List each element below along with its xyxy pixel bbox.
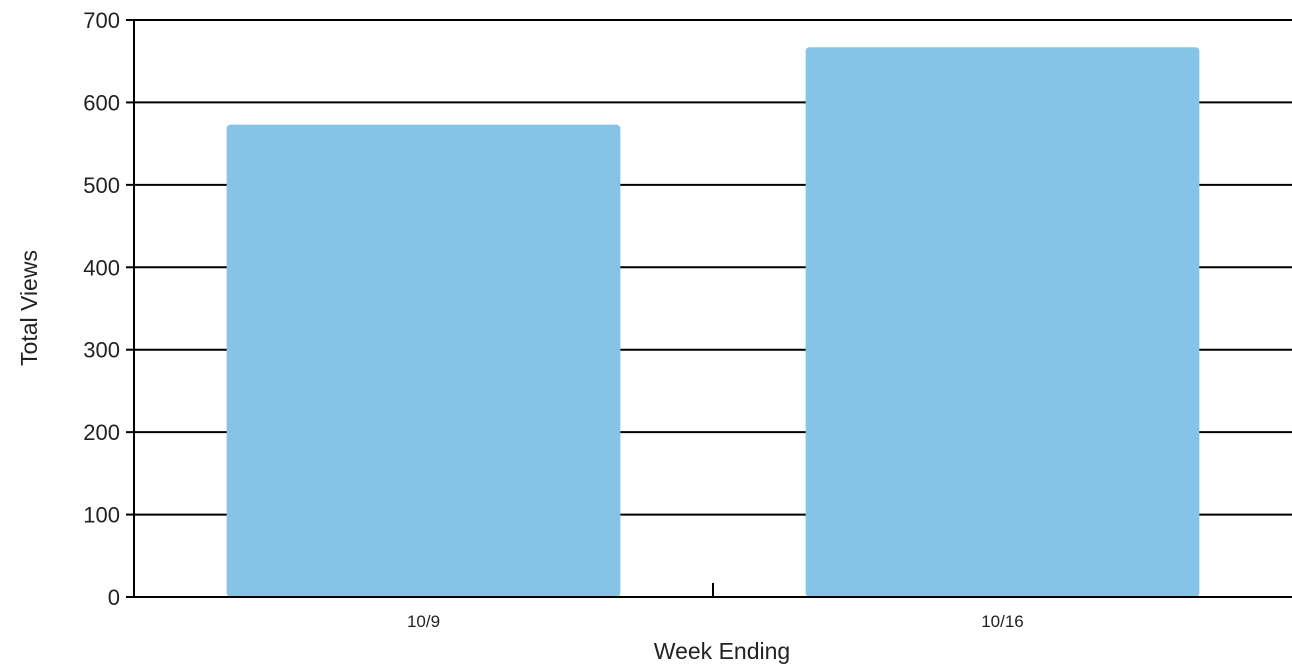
y-tick-label: 400 bbox=[83, 255, 120, 280]
x-tick-label: 10/9 bbox=[407, 612, 440, 631]
x-tick-label: 10/16 bbox=[981, 612, 1024, 631]
x-axis-title: Week Ending bbox=[654, 638, 790, 664]
y-tick-label: 200 bbox=[83, 420, 120, 445]
bar bbox=[805, 47, 1200, 598]
y-tick-label: 700 bbox=[83, 8, 120, 33]
y-tick-labels: 0 100 200 300 400 500 600 700 bbox=[83, 8, 120, 610]
y-tick-label: 500 bbox=[83, 173, 120, 198]
y-tick-label: 0 bbox=[108, 585, 120, 610]
y-tick-label: 100 bbox=[83, 503, 120, 528]
y-tick-label: 600 bbox=[83, 90, 120, 115]
bar bbox=[226, 124, 621, 597]
axes bbox=[126, 19, 1292, 598]
x-tick-labels: 10/9 10/16 bbox=[407, 612, 1024, 631]
y-tick-label: 300 bbox=[83, 338, 120, 363]
y-axis-title: Total Views bbox=[16, 250, 42, 366]
bars bbox=[226, 47, 1200, 598]
